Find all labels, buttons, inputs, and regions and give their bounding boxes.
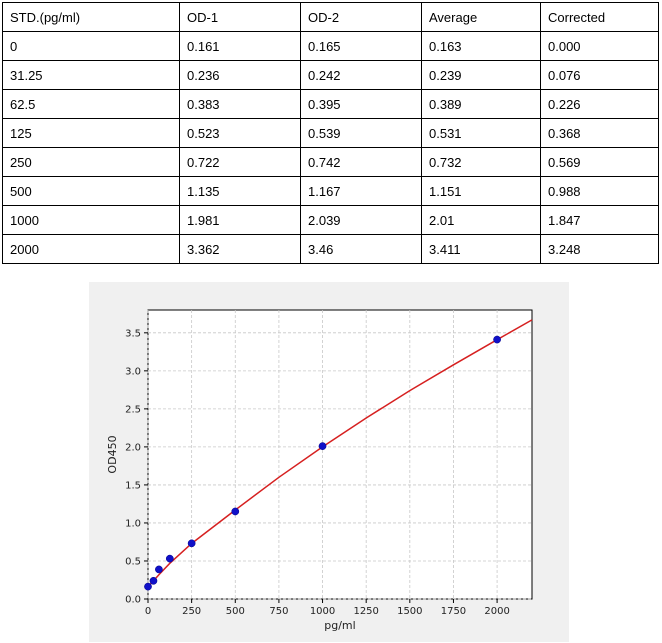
table-cell: 0.722 <box>179 147 301 177</box>
table-cell: 500 <box>2 176 180 206</box>
x-axis-label: pg/ml <box>324 619 355 632</box>
x-tick-label: 250 <box>182 606 201 617</box>
table-cell: 0.239 <box>421 60 541 90</box>
table-cell: 3.411 <box>421 234 541 264</box>
x-tick-label: 750 <box>269 606 288 617</box>
column-header: OD-2 <box>300 2 422 32</box>
table-cell: 0 <box>2 31 180 61</box>
y-tick-label: 1.5 <box>125 480 141 491</box>
table-cell: 1000 <box>2 205 180 235</box>
table-cell: 0.000 <box>540 31 659 61</box>
y-axis-ticks: 0.0 0.5 1.0 1.5 2.0 2.5 3.0 3.5 <box>125 328 148 606</box>
fit-curve <box>147 319 533 588</box>
table-cell: 1.981 <box>179 205 301 235</box>
y-tick-label: 3.5 <box>125 328 141 339</box>
table-cell: 0.523 <box>179 118 301 148</box>
grid-lines <box>147 310 532 600</box>
standard-curve-chart: 0 250 500 750 1000 1250 1500 1750 2000 0.0 0.5 1.0… <box>106 309 533 632</box>
table-cell: 0.236 <box>179 60 301 90</box>
table-cell: 1.167 <box>300 176 422 206</box>
x-tick-label: 2000 <box>484 606 509 617</box>
table-cell: 0.569 <box>540 147 659 177</box>
table-cell: 0.242 <box>300 60 422 90</box>
data-point <box>149 576 158 585</box>
table-cell: 2.039 <box>300 205 422 235</box>
table-cell: 0.076 <box>540 60 659 90</box>
table-row: 0 0.161 0.165 0.163 0.000 <box>2 31 659 61</box>
y-tick-label: 0.0 <box>125 595 141 606</box>
table-cell: 0.742 <box>300 147 422 177</box>
table-cell: 1.847 <box>540 205 659 235</box>
x-tick-label: 1750 <box>441 606 466 617</box>
data-point <box>187 539 196 548</box>
x-tick-label: 1250 <box>353 606 378 617</box>
x-tick-label: 1500 <box>397 606 422 617</box>
table-cell: 0.389 <box>421 89 541 119</box>
data-points <box>144 335 501 591</box>
table-row: 500 1.135 1.167 1.151 0.988 <box>2 176 659 206</box>
table-cell: 62.5 <box>2 89 180 119</box>
table-row: 1000 1.981 2.039 2.01 1.847 <box>2 205 659 235</box>
table-cell: 31.25 <box>2 60 180 90</box>
table-cell: 0.161 <box>179 31 301 61</box>
data-point <box>493 335 501 344</box>
column-header: Average <box>421 2 541 32</box>
table-cell: 1.151 <box>421 176 541 206</box>
table-cell: 2000 <box>2 234 180 264</box>
standard-curve-panel: 0 250 500 750 1000 1250 1500 1750 2000 0.0 0.5 1.0… <box>89 282 569 642</box>
column-header: STD.(pg/ml) <box>2 2 180 32</box>
table-row: 62.5 0.383 0.395 0.389 0.226 <box>2 89 659 119</box>
table-cell: 0.988 <box>540 176 659 206</box>
y-tick-label: 0.5 <box>125 556 141 567</box>
table-row: 250 0.722 0.742 0.732 0.569 <box>2 147 659 177</box>
data-point <box>155 565 163 574</box>
table-cell: 0.226 <box>540 89 659 119</box>
table-cell: 3.248 <box>540 234 659 264</box>
y-axis-label: OD450 <box>106 435 119 473</box>
data-point <box>144 582 152 591</box>
y-tick-label: 2.5 <box>125 404 141 415</box>
table-cell: 3.362 <box>179 234 301 264</box>
table-cell: 250 <box>2 147 180 177</box>
column-header: Corrected <box>540 2 659 32</box>
table-row: 2000 3.362 3.46 3.411 3.248 <box>2 234 659 264</box>
table-cell: 1.135 <box>179 176 301 206</box>
plot-area <box>147 309 533 600</box>
table-cell: 0.531 <box>421 118 541 148</box>
x-tick-label: 1000 <box>310 606 335 617</box>
table-cell: 0.383 <box>179 89 301 119</box>
x-axis-ticks: 0 250 500 750 1000 1250 1500 1750 2000 <box>145 599 510 617</box>
table-cell: 125 <box>2 118 180 148</box>
standards-table: STD.(pg/ml) OD-1 OD-2 Average Corrected 0 0.16… <box>2 2 659 264</box>
table-cell: 0.539 <box>300 118 422 148</box>
table-row: 125 0.523 0.539 0.531 0.368 <box>2 118 659 148</box>
table-cell: 0.368 <box>540 118 659 148</box>
x-tick-label: 0 <box>145 606 151 617</box>
table-cell: 2.01 <box>421 205 541 235</box>
table-cell: 0.732 <box>421 147 541 177</box>
column-header: OD-1 <box>179 2 301 32</box>
table-cell: 0.395 <box>300 89 422 119</box>
table-cell: 3.46 <box>300 234 422 264</box>
table-cell: 0.163 <box>421 31 541 61</box>
x-tick-label: 500 <box>226 606 245 617</box>
table-cell: 0.165 <box>300 31 422 61</box>
data-point <box>231 507 240 516</box>
table-row: 31.25 0.236 0.242 0.239 0.076 <box>2 60 659 90</box>
data-point <box>165 554 174 563</box>
y-tick-label: 1.0 <box>125 518 141 529</box>
y-tick-label: 2.0 <box>125 442 141 453</box>
data-point <box>318 442 327 450</box>
y-tick-label: 3.0 <box>125 366 141 377</box>
header-row: STD.(pg/ml) OD-1 OD-2 Average Corrected <box>2 2 659 32</box>
